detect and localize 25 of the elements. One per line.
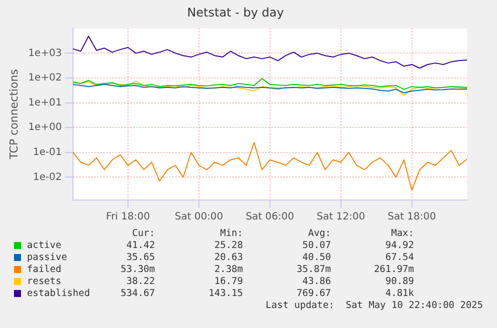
legend-label: failed	[27, 264, 62, 275]
y-tick-label: 1e+02	[28, 72, 62, 84]
text: 53.30m 2.38m 35.87m 261.97m	[120, 264, 414, 275]
y-tick-label: 1e-01	[32, 146, 62, 158]
text: 38.22 16.79 43.86 90.89	[126, 276, 414, 287]
text: 534.67 143.15 769.67 4.81k	[120, 288, 414, 299]
y-tick-label: 1e+03	[28, 48, 62, 59]
y-tick-label: 1e+01	[28, 97, 62, 108]
x-tick-label: Sat 12:00	[316, 212, 366, 223]
chart-title: Netstat - by day	[187, 5, 284, 20]
legend-label: established	[27, 288, 90, 299]
x-tick-label: Sat 06:00	[246, 212, 294, 223]
x-tick-label: Sat 18:00	[388, 212, 436, 223]
x-tick-label: Sat 00:00	[174, 212, 224, 223]
text: Cur: Min: Avg: Max:	[132, 228, 414, 239]
legend-label: active	[27, 240, 62, 251]
text: 35.65 20.63 40.50 67.54	[126, 252, 414, 263]
text: Last update: Sat May 10 22:40:00 2025	[266, 300, 483, 311]
text: 41.42 25.28 50.07 94.92	[126, 240, 414, 251]
y-axis-title: TCP connections	[7, 68, 20, 160]
y-tick-label: 1e-02	[32, 172, 62, 183]
y-tick-label: 1e+00	[28, 122, 62, 134]
legend-label: resets	[27, 276, 62, 287]
legend-label: passive	[27, 252, 68, 263]
x-tick-label: Fri 18:00	[106, 212, 150, 223]
